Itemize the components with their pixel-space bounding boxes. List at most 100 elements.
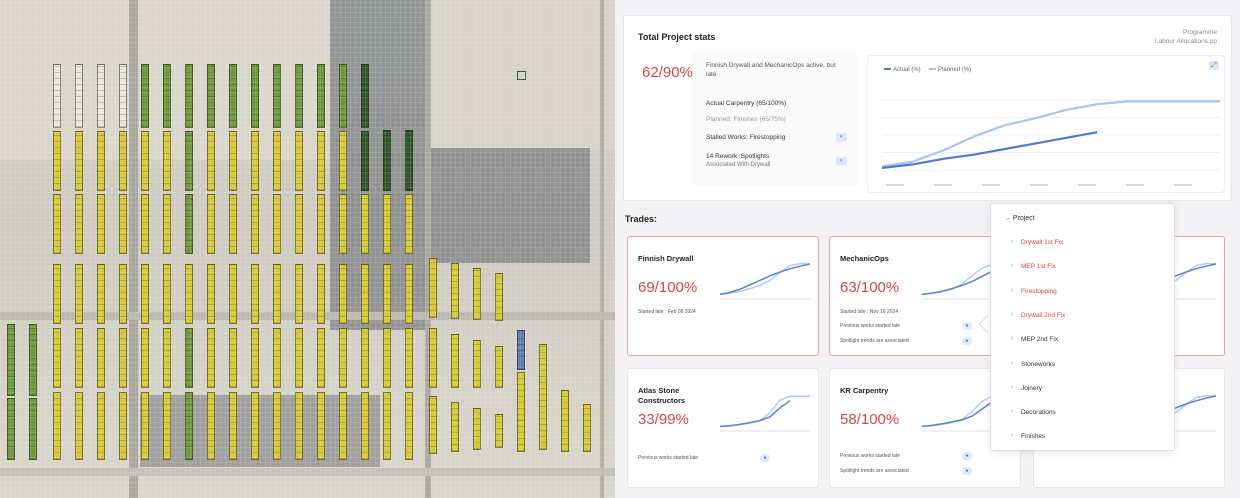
solar-row-segment[interactable]: [185, 328, 193, 388]
solar-row-segment[interactable]: [97, 328, 105, 388]
solar-row-segment[interactable]: [383, 194, 391, 254]
stalled-info-icon[interactable]: ◐: [836, 133, 847, 142]
solar-row-segment[interactable]: [119, 328, 127, 388]
dropdown-item[interactable]: Drywall 1st Fix: [1021, 239, 1064, 246]
solar-row-segment[interactable]: [251, 131, 259, 191]
solar-row-segment[interactable]: [295, 392, 303, 460]
solar-row-segment[interactable]: [185, 194, 193, 254]
solar-row-segment[interactable]: [273, 264, 281, 324]
solar-row-segment[interactable]: [273, 64, 281, 128]
solar-row-segment[interactable]: [339, 194, 347, 254]
solar-row-segment[interactable]: [7, 398, 15, 460]
solar-row-segment[interactable]: [75, 194, 83, 254]
dropdown-item[interactable]: Stoneworks: [1021, 360, 1055, 368]
solar-row-segment[interactable]: [163, 131, 171, 191]
solar-row-segment[interactable]: [317, 392, 325, 460]
solar-row-segment[interactable]: [75, 131, 83, 191]
solar-row-segment[interactable]: [53, 131, 61, 191]
dropdown-item[interactable]: MEP 2nd Fix: [1021, 336, 1059, 344]
solar-row-segment[interactable]: [339, 392, 347, 460]
solar-row-segment[interactable]: [75, 328, 83, 388]
solar-row-segment[interactable]: [163, 64, 171, 128]
solar-row-segment[interactable]: [207, 194, 215, 254]
trade-card-atlas-stone[interactable]: Atlas Stone Constructors 33/99% Previous…: [627, 368, 819, 488]
solar-row-segment[interactable]: [141, 392, 149, 460]
solar-row-segment[interactable]: [53, 64, 61, 128]
solar-row-segment[interactable]: [517, 330, 525, 370]
solar-row-segment[interactable]: [141, 264, 149, 324]
solar-row-segment[interactable]: [405, 264, 413, 324]
solar-row-segment[interactable]: [295, 328, 303, 388]
solar-row-segment[interactable]: [473, 340, 481, 388]
solar-row-segment[interactable]: [229, 131, 237, 191]
dropdown-item[interactable]: Firestopping: [1021, 287, 1057, 295]
note-info-icon[interactable]: ●: [760, 454, 770, 462]
solar-row-segment[interactable]: [97, 392, 105, 460]
solar-row-segment[interactable]: [361, 328, 369, 388]
solar-row-segment[interactable]: [207, 392, 215, 460]
solar-row-segment[interactable]: [53, 392, 61, 460]
solar-row-segment[interactable]: [97, 64, 105, 128]
solar-row-segment[interactable]: [295, 131, 303, 191]
solar-row-segment[interactable]: [207, 131, 215, 191]
solar-row-segment[interactable]: [29, 398, 37, 460]
dropdown-item[interactable]: Joinery: [1021, 384, 1042, 392]
solar-row-segment[interactable]: [405, 194, 413, 254]
solar-row-segment[interactable]: [119, 194, 127, 254]
solar-row-segment[interactable]: [119, 392, 127, 460]
solar-row-segment[interactable]: [361, 264, 369, 324]
solar-row-segment[interactable]: [141, 64, 149, 128]
solar-row-segment[interactable]: [75, 64, 83, 128]
solar-row-segment[interactable]: [517, 372, 525, 452]
solar-row-segment[interactable]: [229, 392, 237, 460]
solar-row-segment[interactable]: [295, 264, 303, 324]
solar-row-segment[interactable]: [317, 194, 325, 254]
solar-row-segment[interactable]: [119, 131, 127, 191]
solar-row-segment[interactable]: [229, 264, 237, 324]
solar-row-segment[interactable]: [339, 264, 347, 324]
note-info-icon[interactable]: ●: [962, 337, 972, 345]
solar-row-segment[interactable]: [405, 131, 413, 191]
solar-row-segment[interactable]: [473, 408, 481, 450]
solar-row-segment[interactable]: [251, 194, 259, 254]
solar-row-segment[interactable]: [207, 328, 215, 388]
solar-row-segment[interactable]: [429, 396, 437, 454]
solar-row-segment[interactable]: [317, 328, 325, 388]
solar-row-segment[interactable]: [539, 344, 547, 450]
solar-row-segment[interactable]: [295, 194, 303, 254]
solar-row-segment[interactable]: [451, 263, 459, 319]
solar-row-segment[interactable]: [273, 194, 281, 254]
solar-row-segment[interactable]: [97, 194, 105, 254]
trade-card-drywall[interactable]: Finnish Drywall 69/100% Started late : F…: [627, 236, 819, 356]
solar-row-segment[interactable]: [273, 392, 281, 460]
solar-row-segment[interactable]: [163, 328, 171, 388]
solar-row-segment[interactable]: [229, 328, 237, 388]
solar-row-segment[interactable]: [97, 264, 105, 324]
solar-row-segment[interactable]: [53, 264, 61, 324]
solar-row-segment[interactable]: [317, 264, 325, 324]
solar-row-segment[interactable]: [273, 131, 281, 191]
dropdown-item[interactable]: Finishes: [1021, 433, 1046, 441]
solar-row-segment[interactable]: [451, 402, 459, 452]
solar-row-segment[interactable]: [361, 64, 369, 128]
solar-row-segment[interactable]: [251, 328, 259, 388]
solar-row-segment[interactable]: [473, 268, 481, 320]
map-marker[interactable]: [517, 71, 526, 80]
solar-row-segment[interactable]: [185, 64, 193, 128]
solar-row-segment[interactable]: [339, 328, 347, 388]
solar-row-segment[interactable]: [405, 328, 413, 388]
note-info-icon[interactable]: ●: [962, 467, 972, 475]
trade-card-mechanicops[interactable]: MechanicOps 63/100% Started late : Nov 1…: [829, 236, 1021, 356]
solar-row-segment[interactable]: [163, 264, 171, 324]
solar-row-segment[interactable]: [185, 392, 193, 460]
solar-row-segment[interactable]: [429, 328, 437, 388]
solar-row-segment[interactable]: [141, 328, 149, 388]
solar-row-segment[interactable]: [207, 64, 215, 128]
solar-row-segment[interactable]: [383, 392, 391, 460]
solar-row-segment[interactable]: [53, 194, 61, 254]
solar-row-segment[interactable]: [339, 64, 347, 128]
solar-row-segment[interactable]: [75, 392, 83, 460]
solar-row-segment[interactable]: [141, 131, 149, 191]
solar-row-segment[interactable]: [495, 273, 503, 321]
solar-row-segment[interactable]: [361, 131, 369, 191]
